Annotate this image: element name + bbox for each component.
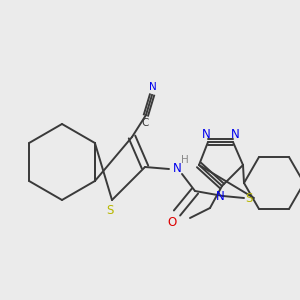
Text: C: C (141, 118, 149, 128)
Text: N: N (172, 161, 182, 175)
Text: N: N (149, 82, 157, 92)
Text: H: H (181, 155, 189, 165)
Text: N: N (202, 128, 210, 140)
Text: N: N (216, 190, 224, 202)
Text: N: N (231, 128, 239, 140)
Text: S: S (245, 193, 253, 206)
Text: S: S (106, 203, 114, 217)
Text: O: O (167, 215, 177, 229)
